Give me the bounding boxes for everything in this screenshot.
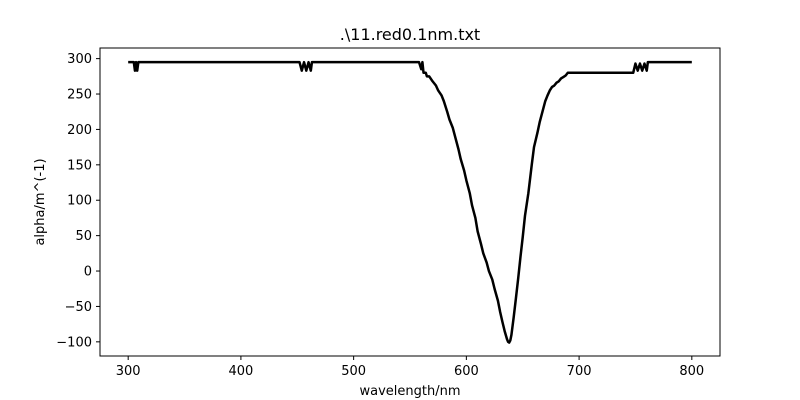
chart-title: .\11.red0.1nm.txt — [340, 25, 480, 44]
x-tick-label: 500 — [341, 364, 366, 379]
axes-frame — [99, 47, 721, 357]
y-tick-label: −100 — [56, 335, 92, 350]
x-tick-label: 600 — [454, 364, 479, 379]
x-tick-label: 400 — [228, 364, 253, 379]
y-axis-label: alpha/m^(-1) — [33, 158, 48, 245]
x-axis-ticks: 300 400 500 600 700 800 — [116, 356, 704, 379]
y-tick-label: −50 — [65, 300, 92, 315]
x-axis-label: wavelength/nm — [359, 384, 460, 399]
y-tick-label: 200 — [67, 123, 92, 138]
y-tick-label: 250 — [67, 88, 92, 103]
plot-layer — [128, 60, 692, 344]
x-tick-label: 800 — [679, 364, 704, 379]
y-tick-label: 300 — [67, 52, 92, 67]
y-tick-label: 50 — [75, 229, 92, 244]
x-tick-label: 700 — [567, 364, 592, 379]
series-line-0 — [128, 60, 692, 344]
x-tick-label: 300 — [116, 364, 141, 379]
y-axis-ticks: −100 −50 0 50 100 150 200 250 300 — [56, 52, 100, 350]
y-tick-label: 0 — [84, 265, 92, 280]
y-tick-label: 100 — [67, 194, 92, 209]
y-tick-label: 150 — [67, 158, 92, 173]
